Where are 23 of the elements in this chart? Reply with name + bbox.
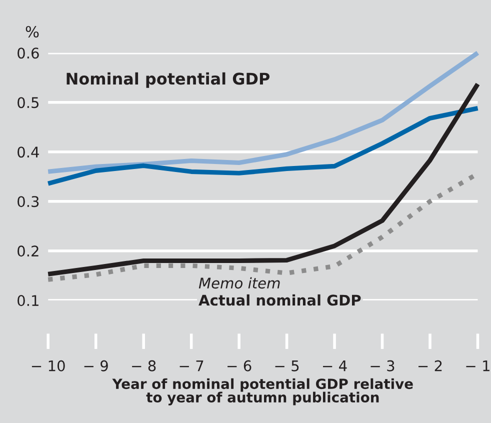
x-tick-label: − 5 — [275, 360, 299, 372]
x-tick-label: − 8 — [132, 360, 156, 372]
y-tick-label: 0.5 — [18, 97, 39, 108]
x-tick-label: − 10 — [32, 360, 65, 372]
y-tick-label: 0.4 — [18, 146, 39, 158]
x-tick-label: − 3 — [370, 360, 394, 372]
annotation: Actual nominal GDP — [198, 294, 361, 306]
x-tick-label: − 7 — [180, 360, 204, 372]
y-tick-label: 0.3 — [18, 196, 39, 208]
y-tick-label: 0.2 — [18, 246, 38, 257]
x-tick-label: − 6 — [228, 360, 252, 372]
y-axis-title: % — [26, 26, 39, 38]
x-tick-label: − 4 — [323, 360, 347, 372]
y-tick-label: 0.6 — [18, 48, 39, 59]
annotation: Nominal potential GDP — [66, 72, 270, 88]
line-series — [46, 106, 480, 186]
annotation: Memo item — [198, 277, 280, 289]
x-tick-label: − 2 — [418, 360, 442, 372]
y-tick-label: 0.1 — [18, 295, 38, 306]
x-tick-label: − 1 — [466, 360, 490, 372]
x-tick-label: − 9 — [84, 360, 108, 372]
x-axis-title: Year of nominal potential GDP relative to year of autumn publication — [112, 378, 413, 406]
line-series — [46, 50, 480, 174]
